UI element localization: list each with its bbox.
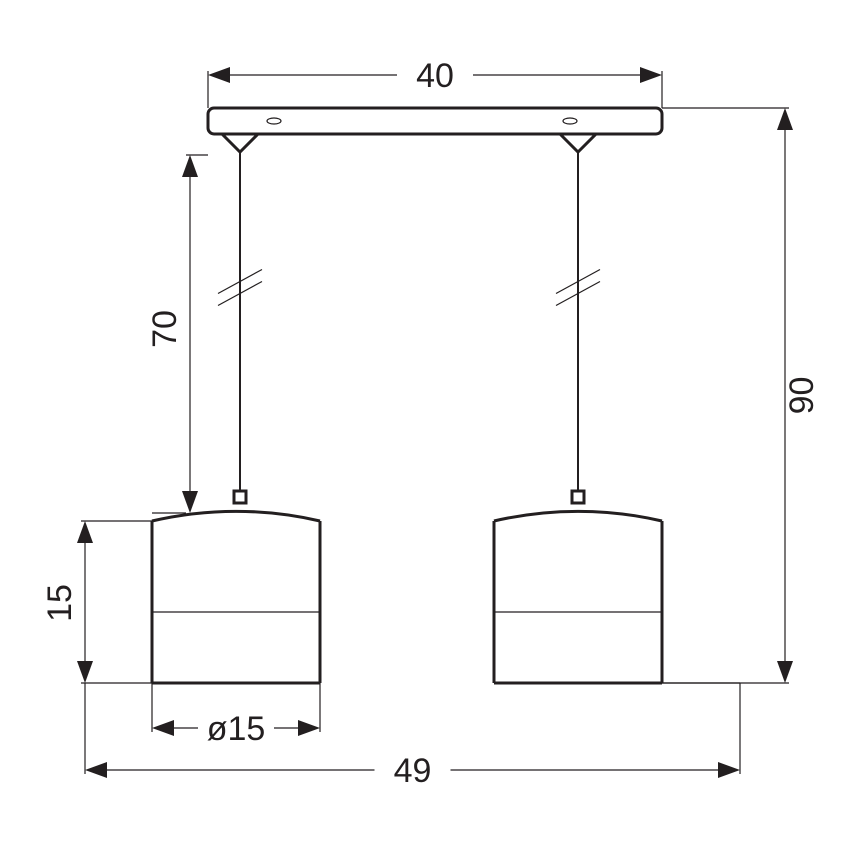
- svg-text:15: 15: [41, 584, 79, 622]
- dim-cord-length: [182, 155, 198, 513]
- svg-text:40: 40: [416, 57, 454, 95]
- canopy: [208, 108, 662, 134]
- svg-text:90: 90: [783, 377, 821, 415]
- svg-text:ø15: ø15: [207, 710, 266, 748]
- svg-text:70: 70: [146, 310, 184, 348]
- dim-shade-height: [77, 521, 93, 683]
- dimensions: 40 70 15 90 ø15 49: [41, 57, 821, 790]
- svg-text:49: 49: [394, 752, 432, 790]
- lamp-drawing: [152, 108, 662, 683]
